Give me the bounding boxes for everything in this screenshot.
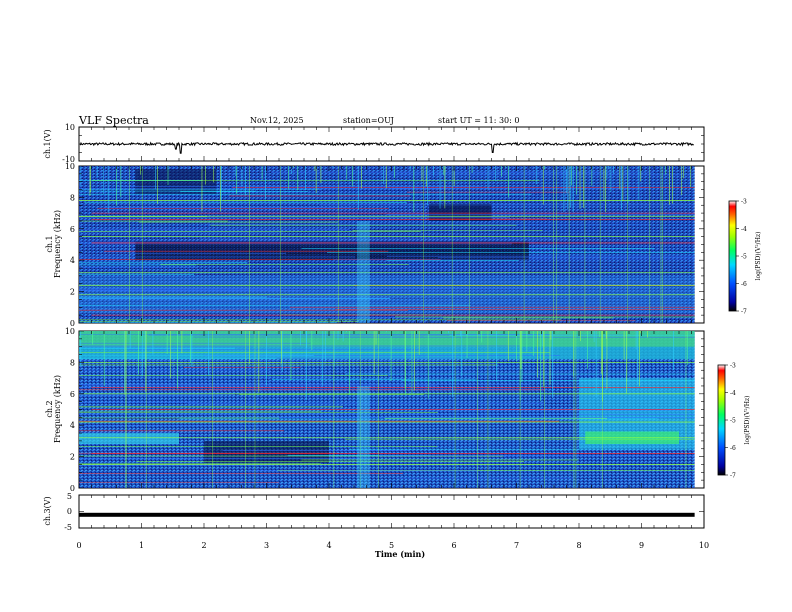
ch1-waveform-line bbox=[79, 141, 695, 154]
ch3-ytick-bottom: -5 bbox=[64, 523, 72, 532]
ch1-spectrogram-ticks bbox=[78, 165, 705, 324]
x-tick-label: 3 bbox=[264, 541, 269, 550]
spectrogram-ytick-label: 0 bbox=[70, 484, 75, 493]
ch1-ylabel: ch.1(V) bbox=[43, 129, 52, 158]
ch1-ytick-bottom: -10 bbox=[62, 155, 75, 164]
ch3-ytick-top: 5 bbox=[67, 492, 72, 501]
colorbar-ch2-ticks: -3 -4 -5 -6 -7 bbox=[725, 363, 736, 480]
ch2-spectrogram-panel: ch.2 Frequency (kHz) 0 2 4 6 8 10 bbox=[45, 327, 705, 493]
spectrogram-ytick-label: 6 bbox=[70, 390, 75, 399]
date-label: Nov.12, 2025 bbox=[250, 116, 304, 125]
burst bbox=[357, 220, 370, 323]
ch2-channel-label: ch.2 bbox=[45, 400, 54, 417]
x-axis-label: Time (min) bbox=[375, 549, 425, 559]
dark-patch bbox=[204, 440, 329, 463]
colorbar-tick-label: -7 bbox=[730, 473, 736, 480]
x-tick-label: 10 bbox=[699, 541, 709, 550]
x-tick-label: 5 bbox=[389, 541, 394, 550]
ch1-ticks bbox=[78, 126, 705, 162]
x-tick-label: 9 bbox=[639, 541, 644, 550]
colorbar-tick-label: -6 bbox=[730, 445, 736, 452]
colorbar-ch1: -3 -4 -5 -6 -7 log(PSD)(V²/Hz) bbox=[728, 199, 762, 316]
dark-band bbox=[135, 241, 529, 261]
x-axis-tick-labels: 0 1 2 3 4 5 6 7 8 9 10 bbox=[76, 541, 709, 550]
colorbar-tick-label: -7 bbox=[741, 309, 747, 316]
x-tick-label: 2 bbox=[201, 541, 206, 550]
burst bbox=[357, 385, 370, 488]
colorbar-ch1-label: log(PSD)(V²/Hz) bbox=[755, 232, 762, 281]
x-tick-label: 7 bbox=[514, 541, 519, 550]
x-tick-label: 4 bbox=[326, 541, 331, 550]
ch1-waveform-panel: 10 -10 ch.1(V) bbox=[43, 123, 705, 164]
ch1-spectrogram-panel: ch.1 Frequency (kHz) 0 2 4 6 8 10 bbox=[45, 162, 705, 328]
ch2-spectrogram-ylabels: 0 2 4 6 8 10 bbox=[65, 327, 75, 493]
dark-patch bbox=[429, 203, 492, 221]
low-patch bbox=[79, 433, 179, 445]
ch3-ticks bbox=[78, 494, 705, 529]
dark-patch bbox=[135, 169, 217, 195]
colorbar-tick-label: -6 bbox=[741, 281, 747, 288]
colorbar-tick-label: -5 bbox=[741, 254, 747, 261]
ch3-ytick-mid: 0 bbox=[67, 507, 72, 516]
ch3-waveform-panel: 5 0 -5 ch.3(V) bbox=[43, 492, 705, 532]
colorbar-tick-label: -4 bbox=[741, 226, 747, 233]
spectrogram-ytick-label: 4 bbox=[70, 421, 75, 430]
spectrogram-ytick-label: 2 bbox=[70, 288, 75, 297]
station-label: station=OUJ bbox=[343, 116, 394, 125]
x-tick-label: 1 bbox=[139, 541, 144, 550]
spectrogram-ytick-label: 8 bbox=[70, 193, 75, 202]
x-tick-label: 8 bbox=[576, 541, 581, 550]
colorbar-ch1-ticks: -3 -4 -5 -6 -7 bbox=[736, 199, 747, 316]
colorbar-tick-label: -5 bbox=[730, 418, 736, 425]
spectrogram-ytick-label: 4 bbox=[70, 256, 75, 265]
spectrogram-ytick-label: 6 bbox=[70, 225, 75, 234]
ch2-freq-label: Frequency (kHz) bbox=[53, 375, 62, 443]
ch2-spectrogram bbox=[79, 331, 695, 488]
start-time-label: start UT = 11: 30: 0 bbox=[438, 116, 520, 125]
colorbar-tick-label: -4 bbox=[730, 390, 736, 397]
spectrogram-ytick-label: 10 bbox=[65, 162, 75, 171]
spectrogram-ytick-label: 8 bbox=[70, 358, 75, 367]
ch1-ytick-top: 10 bbox=[65, 123, 75, 132]
spectrogram-ytick-label: 0 bbox=[70, 319, 75, 328]
x-tick-label: 0 bbox=[76, 541, 81, 550]
x-tick-label: 6 bbox=[451, 541, 456, 550]
colorbar-tick-label: -3 bbox=[730, 363, 736, 370]
ch3-level-line bbox=[79, 512, 695, 517]
colorbar-tick-label: -3 bbox=[741, 199, 747, 206]
colorbar-ch2-label: log(PSD)(V²/Hz) bbox=[744, 396, 751, 445]
chart-title: VLF Spectra bbox=[79, 114, 149, 127]
ch1-freq-label: Frequency (kHz) bbox=[53, 210, 62, 278]
ch3-ylabel: ch.3(V) bbox=[43, 496, 52, 525]
ch1-spectrogram bbox=[79, 166, 695, 323]
ch2-spectrogram-ticks bbox=[78, 330, 705, 489]
spectrogram-ytick-label: 2 bbox=[70, 453, 75, 462]
ch1-spectrogram-ylabels: 0 2 4 6 8 10 bbox=[65, 162, 75, 328]
spectrogram-ytick-label: 10 bbox=[65, 327, 75, 336]
ch1-channel-label: ch.1 bbox=[45, 235, 54, 252]
colorbar-ch2: -3 -4 -5 -6 -7 log(PSD)(V²/Hz) bbox=[717, 363, 751, 480]
